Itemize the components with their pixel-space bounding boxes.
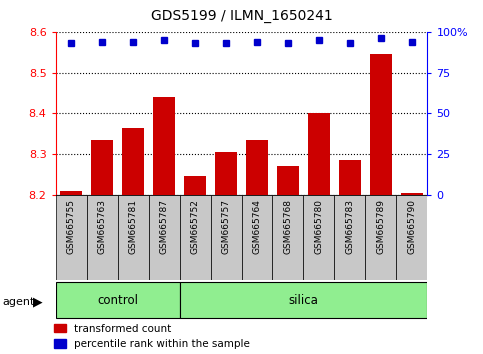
Text: GSM665757: GSM665757 [222, 199, 230, 254]
Bar [117, 195, 149, 280]
Bar [56, 195, 86, 280]
Bar [246, 140, 268, 195]
Text: GSM665790: GSM665790 [408, 199, 416, 254]
Bar [153, 97, 175, 195]
Text: GSM665787: GSM665787 [159, 199, 169, 254]
Text: silica: silica [288, 293, 318, 307]
Text: GSM665781: GSM665781 [128, 199, 138, 254]
Bar [401, 193, 423, 195]
Bar [272, 195, 303, 280]
Text: GSM665780: GSM665780 [314, 199, 324, 254]
Text: GDS5199 / ILMN_1650241: GDS5199 / ILMN_1650241 [151, 9, 332, 23]
Text: ▶: ▶ [33, 295, 43, 308]
Bar [366, 195, 397, 280]
Legend: transformed count, percentile rank within the sample: transformed count, percentile rank withi… [54, 324, 250, 349]
Text: GSM665764: GSM665764 [253, 199, 261, 254]
Bar [86, 195, 117, 280]
Text: GSM665789: GSM665789 [376, 199, 385, 254]
Text: GSM665752: GSM665752 [190, 199, 199, 254]
Bar [149, 195, 180, 280]
Bar [215, 152, 237, 195]
Text: agent: agent [2, 297, 35, 307]
Text: control: control [97, 293, 138, 307]
Bar [334, 195, 366, 280]
Text: GSM665755: GSM665755 [67, 199, 75, 254]
Bar [180, 282, 427, 318]
Bar [303, 195, 334, 280]
Bar [56, 282, 180, 318]
Bar [308, 113, 330, 195]
Bar [242, 195, 272, 280]
Bar [211, 195, 242, 280]
Bar [339, 160, 361, 195]
Text: GSM665768: GSM665768 [284, 199, 293, 254]
Bar [277, 166, 299, 195]
Bar [184, 176, 206, 195]
Bar [180, 195, 211, 280]
Bar [91, 140, 113, 195]
Bar [60, 190, 82, 195]
Bar [397, 195, 427, 280]
Text: GSM665783: GSM665783 [345, 199, 355, 254]
Bar [122, 127, 144, 195]
Text: GSM665763: GSM665763 [98, 199, 107, 254]
Bar [370, 54, 392, 195]
